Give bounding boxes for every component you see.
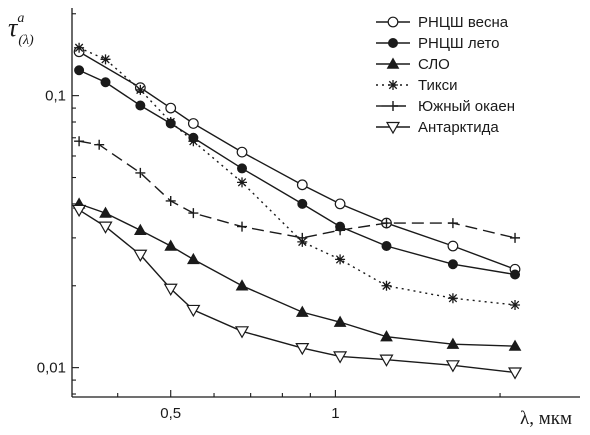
data-point [186,304,201,318]
data-point [447,293,458,304]
data-point [100,77,111,88]
y-axis-label-main: τ [8,13,19,42]
legend-label: РНЦШ лето [418,35,500,52]
data-point [380,330,393,342]
legend-marker [388,80,398,90]
legend-item: РНЦШ лето [376,35,500,52]
y-axis-label: τa (λ) [8,11,34,48]
data-point [133,249,148,262]
data-point [236,146,248,158]
legend-label: СЛО [418,56,450,73]
data-point [135,84,146,95]
data-point [447,218,458,229]
legend-marker [388,101,398,111]
data-point [99,206,112,218]
x-axis-label: λ, мкм [520,408,572,429]
data-point [445,360,460,373]
data-point [235,279,249,291]
data-point [447,240,459,252]
data-point [510,232,521,243]
data-point [165,195,176,206]
data-point [98,221,113,234]
series-line [78,47,516,306]
data-point [188,208,199,219]
y-tick-label: 0,01 [37,360,66,377]
data-point [381,218,392,229]
data-point [133,223,147,235]
data-point [74,136,85,147]
legend-marker [385,121,401,135]
data-point [188,136,199,147]
legend-item: Тикси [376,77,458,94]
data-point [507,367,523,380]
data-point [335,225,346,236]
data-point [165,117,176,128]
y-axis-label-sup: a [17,11,24,26]
legend-label: Антарктида [418,119,499,136]
data-point [135,100,146,111]
series-2 [74,65,521,280]
data-point [381,280,392,291]
series-5 [74,136,521,243]
data-point [237,163,248,174]
x-tick-label: 1 [331,405,339,422]
data-point [508,339,522,351]
data-point [446,337,460,349]
legend-item: Южный окаен [376,98,515,115]
data-point [297,232,308,243]
data-point [381,241,392,252]
data-point [163,283,178,296]
data-point [135,167,146,178]
data-point [447,259,458,270]
series-line [78,51,516,270]
data-point [74,65,85,76]
data-point [165,102,177,114]
axis-ticks: 0,5 1 0,01 0,1 [37,13,501,422]
data-point [334,198,346,210]
data-point [237,221,248,232]
y-axis-label-sub: (λ) [18,33,34,48]
legend: РНЦШ весна РНЦШ лето СЛО Тикси Южный окаен Ан… [376,14,515,136]
legend-label: Южный окаен [418,98,515,115]
legend-marker [388,38,398,48]
data-point [187,118,199,129]
data-point [510,269,521,280]
series-6 [72,204,523,380]
data-point [333,315,347,327]
legend-item: СЛО [376,56,450,73]
legend-label: Тикси [418,77,458,94]
data-point [237,177,248,188]
data-point [295,342,310,356]
legend-item: Антарктида [376,119,499,136]
data-point [333,351,348,364]
data-point [74,42,85,53]
data-point [72,204,87,218]
data-point [379,354,394,367]
plot-area: 0,5 1 0,01 0,1 [37,8,580,422]
data-point [100,54,111,65]
legend-label: РНЦШ весна [418,14,509,31]
data-point [296,179,308,191]
data-point [297,198,308,209]
data-point [187,252,200,265]
x-tick-label: 0,5 [160,405,181,422]
data-point [295,305,309,317]
series-4 [74,42,521,310]
y-tick-label: 0,1 [45,88,66,105]
data-point [335,254,346,265]
legend-marker [387,16,399,28]
series-layer [72,42,523,380]
data-point [510,299,521,310]
legend-item: РНЦШ весна [376,14,509,31]
data-point [234,326,250,339]
data-point [94,139,105,150]
data-point [164,239,178,251]
legend-marker [386,57,400,69]
